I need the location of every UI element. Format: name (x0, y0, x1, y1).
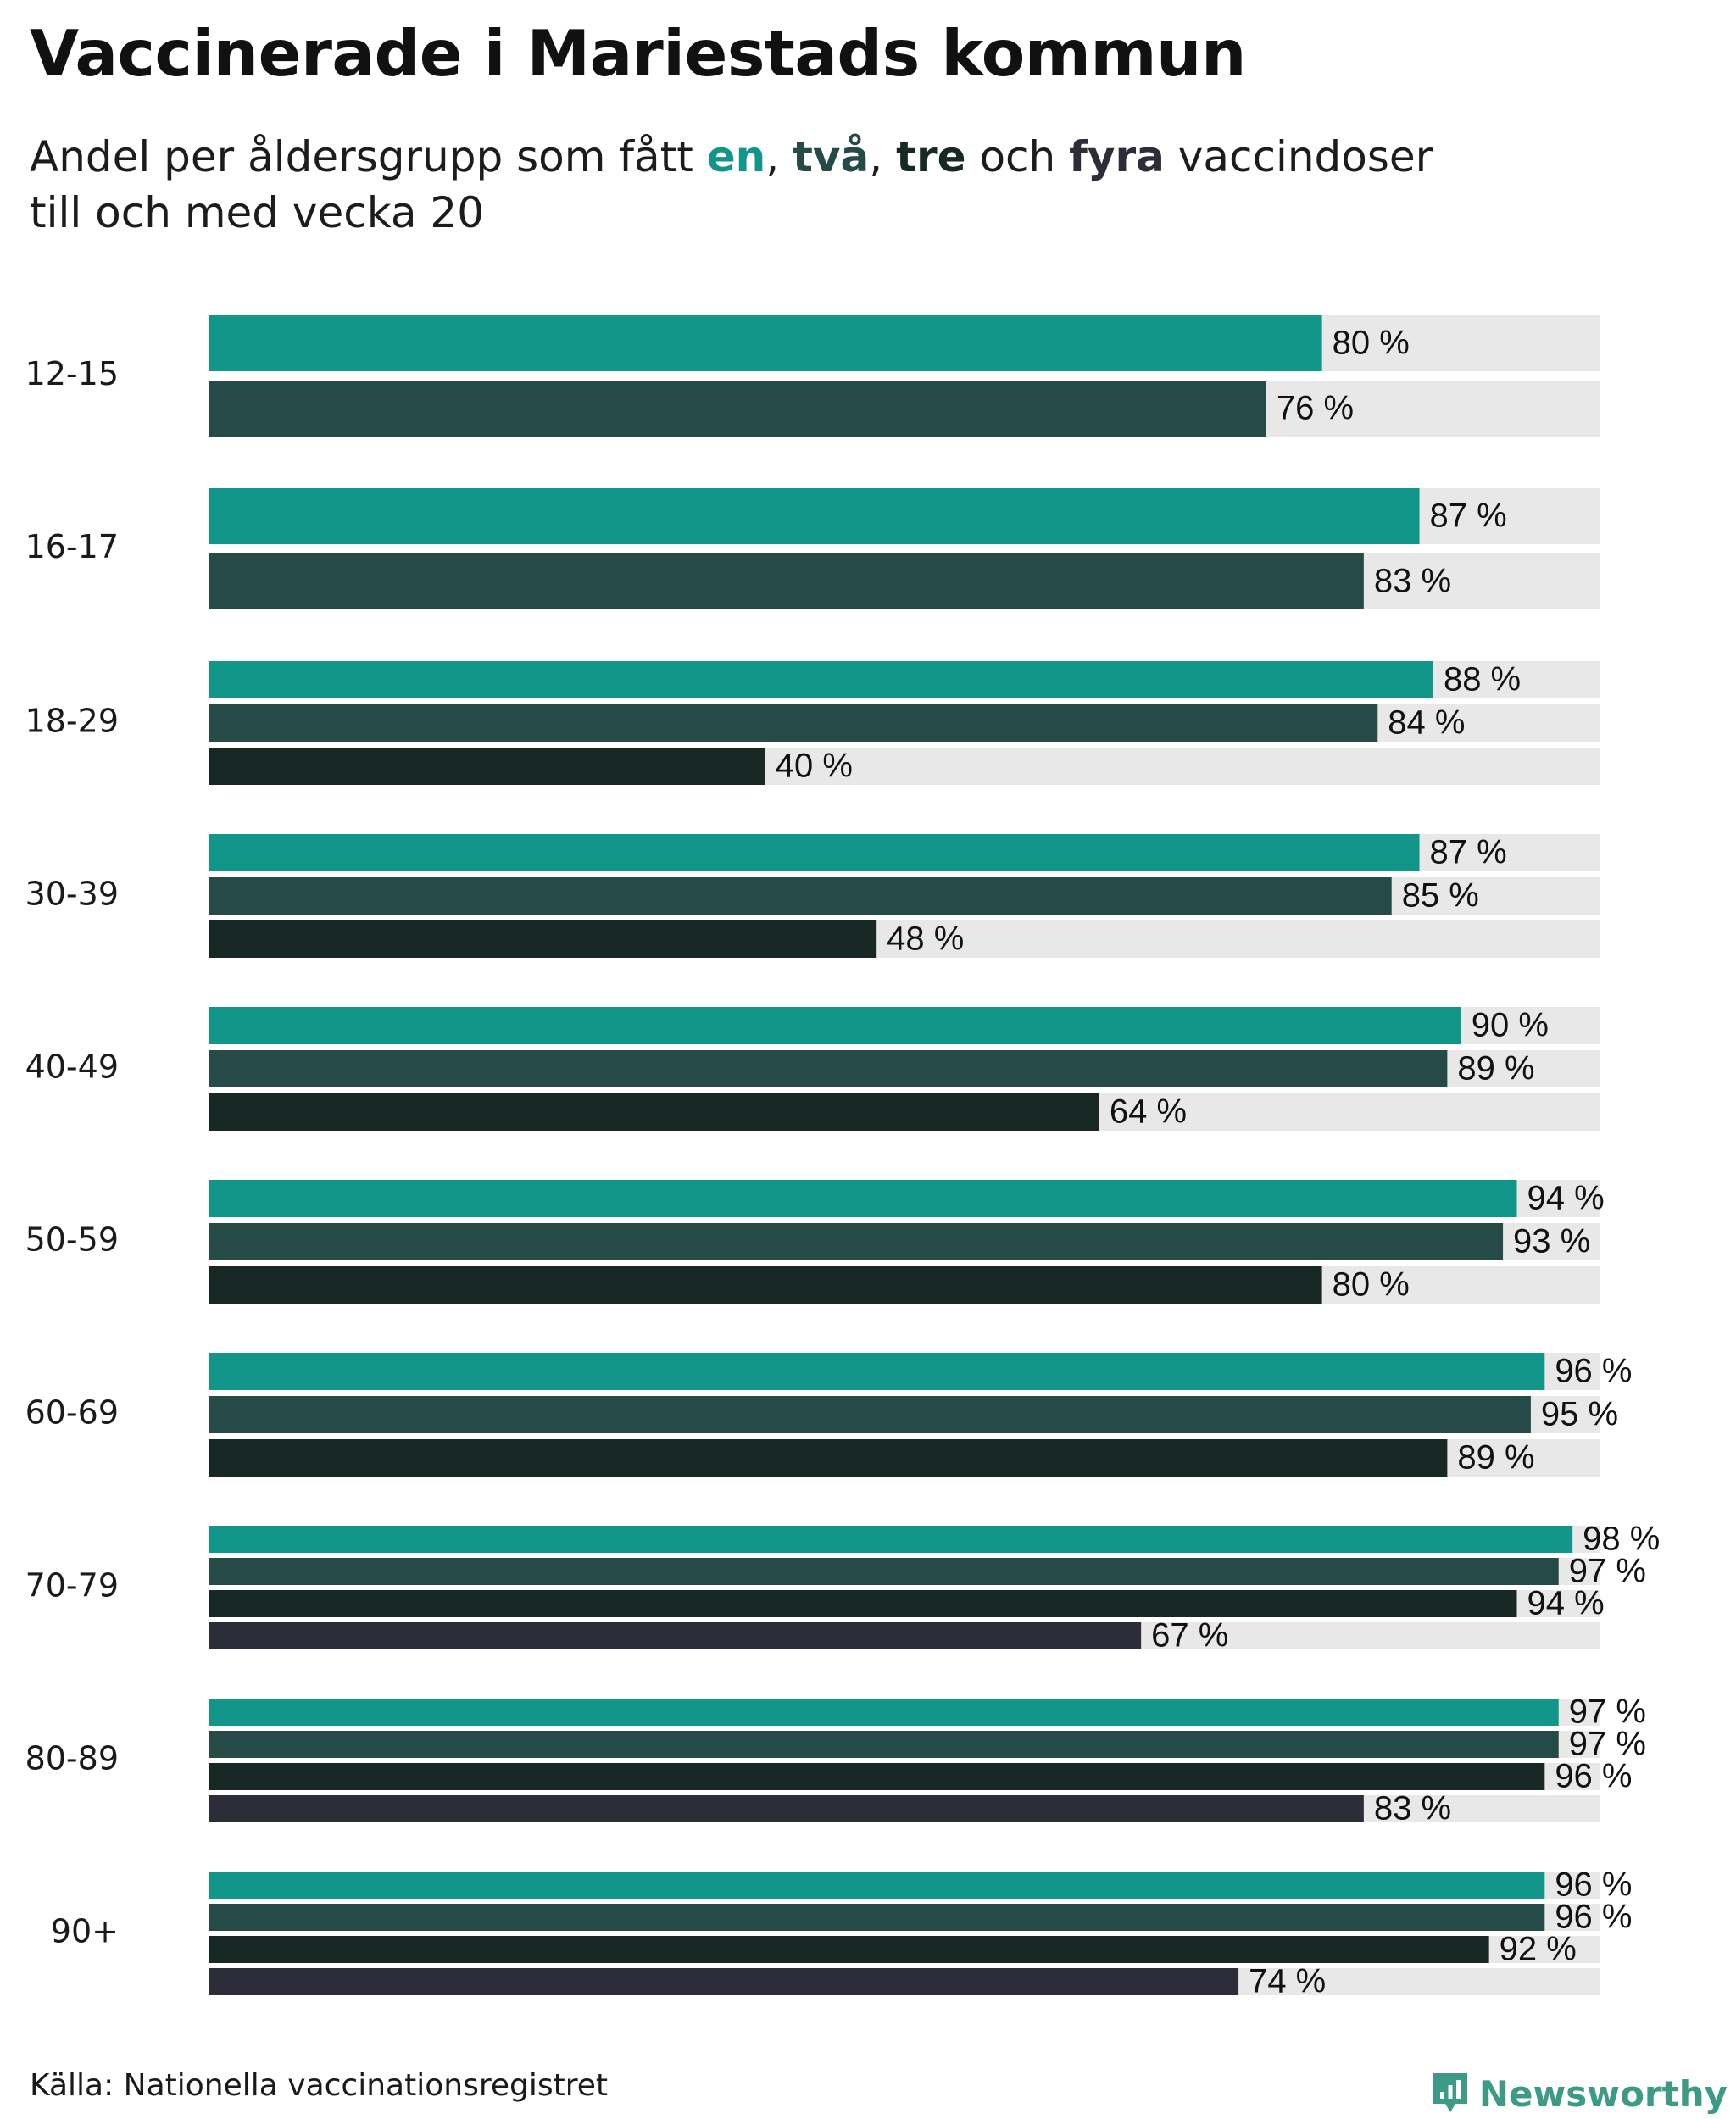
bar (209, 1396, 1531, 1433)
bar (209, 1872, 1545, 1899)
value-label: 96 % (1555, 1758, 1632, 1795)
value-label: 89 % (1457, 1439, 1534, 1477)
value-label: 93 % (1513, 1223, 1590, 1260)
bar (209, 920, 877, 958)
source-note: Källa: Nationella vaccinationsregistret (30, 2068, 608, 2103)
value-label: 84 % (1388, 704, 1465, 742)
value-label: 85 % (1402, 877, 1479, 915)
bar (209, 704, 1378, 742)
value-label: 88 % (1444, 661, 1521, 698)
dose-word-tre: tre (896, 132, 966, 181)
value-label: 95 % (1541, 1396, 1618, 1433)
value-label: 90 % (1472, 1007, 1549, 1044)
newsworthy-logo-icon (1433, 2073, 1467, 2112)
value-label: 98 % (1583, 1521, 1660, 1558)
category-label: 60-69 (25, 1394, 119, 1432)
subtitle-separator: , (869, 132, 897, 181)
bar (209, 1904, 1545, 1931)
bar (209, 1093, 1099, 1131)
subtitle-prefix: Andel per åldersgrupp som fått (30, 132, 707, 181)
value-label: 83 % (1374, 563, 1451, 600)
bar (209, 1763, 1545, 1790)
bar (209, 834, 1420, 871)
category-label: 40-49 (25, 1048, 119, 1086)
value-label: 67 % (1151, 1617, 1228, 1655)
bar (209, 1699, 1559, 1726)
bar (209, 381, 1266, 437)
value-label: 92 % (1500, 1931, 1577, 1968)
subtitle-line2: till och med vecka 20 (30, 188, 485, 237)
value-label: 74 % (1249, 1963, 1326, 2000)
value-label: 64 % (1110, 1093, 1187, 1131)
value-label: 97 % (1569, 1726, 1646, 1763)
bar (209, 1731, 1559, 1758)
bar (209, 1353, 1545, 1390)
bar (209, 1558, 1559, 1585)
brand-logo: Newsworthy (1430, 2070, 1728, 2117)
bar (209, 1050, 1448, 1087)
value-label: 80 % (1333, 325, 1410, 362)
chart-subtitle: Andel per åldersgrupp som fått en, två, … (30, 129, 1640, 241)
bar (209, 1936, 1489, 1963)
value-label: 89 % (1457, 1050, 1534, 1087)
bar (209, 488, 1420, 544)
dose-word-fyra: fyra (1069, 132, 1165, 181)
value-label: 76 % (1277, 390, 1354, 427)
bar-chart: 12-15 80 % 76 % 16-17 87 % 83 % 18-29 88 % 84 % 4… (25, 315, 1660, 2000)
category-label: 18-29 (25, 703, 119, 740)
bar (209, 1223, 1504, 1260)
bar (209, 877, 1392, 915)
bar (209, 1968, 1239, 1995)
value-label: 97 % (1569, 1694, 1646, 1731)
bar (209, 1439, 1448, 1477)
bar (209, 553, 1364, 609)
value-label: 96 % (1555, 1866, 1632, 1904)
bar (209, 1007, 1461, 1044)
category-label: 90+ (51, 1913, 119, 1950)
category-label: 30-39 (25, 876, 119, 913)
category-label: 70-79 (25, 1567, 119, 1605)
category-label: 12-15 (25, 355, 119, 392)
dose-word-en: en (706, 132, 766, 181)
bar (209, 315, 1322, 371)
subtitle-suffix: vaccindoser (1164, 132, 1433, 181)
value-label: 96 % (1555, 1899, 1632, 1936)
category-label: 16-17 (25, 528, 119, 565)
bar (209, 1266, 1322, 1304)
value-label: 80 % (1333, 1266, 1410, 1304)
value-label: 83 % (1374, 1790, 1451, 1827)
value-label: 94 % (1527, 1180, 1604, 1217)
bar (209, 1622, 1142, 1649)
subtitle-separator: och (965, 132, 1070, 181)
bar (209, 1795, 1364, 1822)
value-label: 87 % (1430, 498, 1507, 535)
value-label: 48 % (887, 920, 964, 958)
bar (209, 1180, 1517, 1217)
category-label: 50-59 (25, 1221, 119, 1259)
value-label: 40 % (776, 748, 853, 785)
subtitle-separator: , (765, 132, 793, 181)
bar (209, 661, 1433, 698)
value-label: 96 % (1555, 1353, 1632, 1390)
bar (209, 1526, 1573, 1553)
value-label: 94 % (1527, 1585, 1604, 1622)
brand-name: Newsworthy (1478, 2072, 1728, 2115)
bar (209, 748, 765, 785)
dose-word-tva: två (793, 132, 870, 181)
bar (209, 1590, 1517, 1617)
value-label: 87 % (1430, 834, 1507, 871)
value-label: 97 % (1569, 1553, 1646, 1590)
chart-title: Vaccinerade i Mariestads kommun (30, 16, 1246, 91)
category-label: 80-89 (25, 1740, 119, 1777)
